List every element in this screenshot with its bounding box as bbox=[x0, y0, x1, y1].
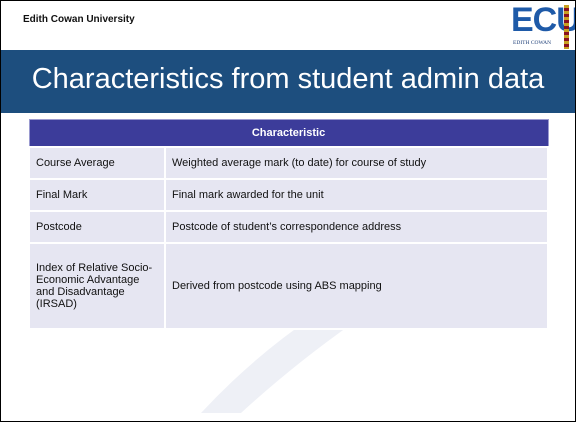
table-cell: Derived from postcode using ABS mapping bbox=[164, 242, 549, 330]
table-row: Course Average Weighted average mark (to … bbox=[28, 146, 549, 180]
table-cell: Index of Relative Socio-Economic Advanta… bbox=[28, 242, 166, 330]
logo-subtext: EDITH COWAN bbox=[513, 40, 552, 46]
table-row: Postcode Postcode of student’s correspond… bbox=[28, 210, 549, 244]
table-row: Final Mark Final mark awarded for the uni… bbox=[28, 178, 549, 212]
table-header: Characteristic bbox=[28, 119, 549, 148]
table-cell: Final Mark bbox=[28, 178, 166, 212]
background-swoosh bbox=[201, 223, 521, 413]
logo-stripe bbox=[564, 5, 569, 49]
table-body: Course Average Weighted average mark (to … bbox=[28, 146, 549, 330]
table-cell: Final mark awarded for the unit bbox=[164, 178, 549, 212]
table-cell: Postcode bbox=[28, 210, 166, 244]
logo: ECU EDITH COWAN bbox=[509, 1, 575, 49]
table-cell: Weighted average mark (to date) for cour… bbox=[164, 146, 549, 180]
characteristics-table: Characteristic Course Average Weighted av… bbox=[28, 119, 549, 330]
table-cell: Course Average bbox=[28, 146, 166, 180]
table-row: Index of Relative Socio-Economic Advanta… bbox=[28, 242, 549, 330]
organization-name: Edith Cowan University bbox=[23, 14, 135, 25]
title-band bbox=[1, 50, 575, 113]
table-cell: Postcode of student’s correspondence add… bbox=[164, 210, 549, 244]
slide-title: Characteristics from student admin data bbox=[31, 63, 545, 95]
